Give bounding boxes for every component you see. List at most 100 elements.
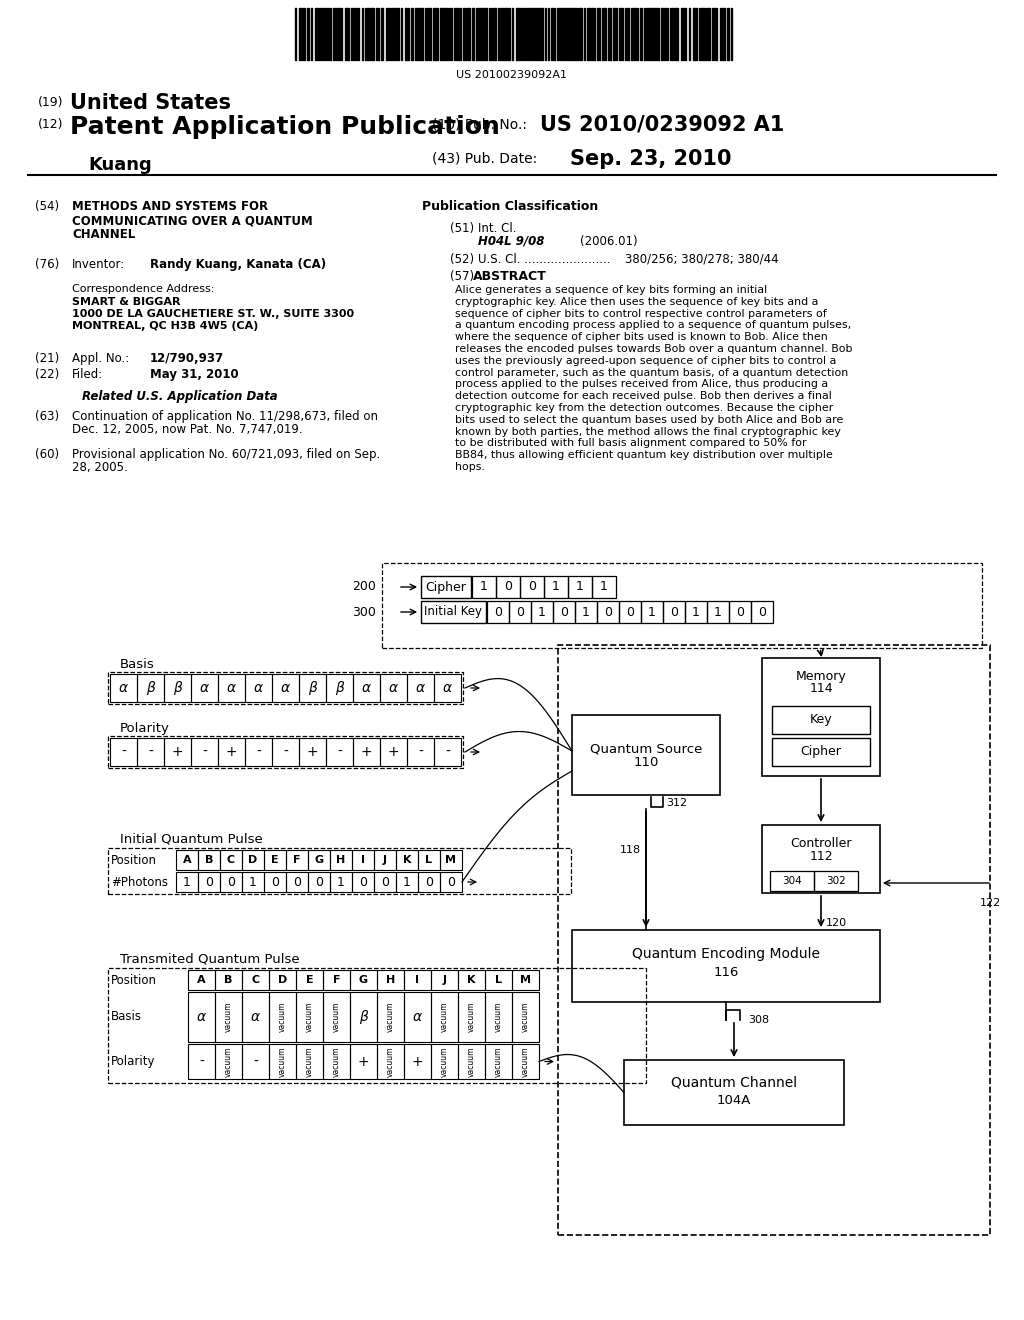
Text: B: B [205,855,213,865]
Text: 0: 0 [560,606,568,619]
Text: Provisional application No. 60/721,093, filed on Sep.: Provisional application No. 60/721,093, … [72,447,380,461]
Text: Related U.S. Application Data: Related U.S. Application Data [82,389,278,403]
Bar [176,850,198,870]
Bar [108,847,571,894]
Bar [352,850,374,870]
Bar [296,993,323,1041]
Text: vacuum: vacuum [386,1002,395,1032]
Text: 300: 300 [352,606,376,619]
Text: Position: Position [111,974,157,986]
Text: α: α [254,681,263,696]
Text: +: + [306,744,318,759]
Text: -: - [283,744,288,759]
Bar [108,672,463,704]
Bar [458,993,485,1041]
Text: 28, 2005.: 28, 2005. [72,461,128,474]
Bar [220,850,242,870]
Bar [520,576,544,598]
Text: -: - [253,1055,258,1068]
Text: Int. Cl.: Int. Cl. [478,222,516,235]
Text: 302: 302 [826,876,846,886]
Bar [762,657,880,776]
Bar [487,601,509,623]
Bar [431,1044,458,1078]
Bar [272,738,299,766]
Text: 0: 0 [425,875,433,888]
Text: 116: 116 [714,965,738,978]
Bar [407,738,434,766]
Text: uses the previously agreed-upon sequence of cipher bits to control a: uses the previously agreed-upon sequence… [455,356,837,366]
Text: METHODS AND SYSTEMS FOR: METHODS AND SYSTEMS FOR [72,201,268,213]
Bar [396,873,418,892]
Text: Correspondence Address:: Correspondence Address: [72,284,214,294]
Text: United States: United States [70,92,231,114]
Text: sequence of cipher bits to control respective control parameters of: sequence of cipher bits to control respe… [455,309,826,318]
Text: 0: 0 [736,606,744,619]
Bar [382,564,982,648]
Bar [245,675,272,702]
Text: vacuum: vacuum [224,1002,233,1032]
Bar [396,850,418,870]
Bar [137,738,164,766]
Bar [374,873,396,892]
Text: a quantum encoding process applied to a sequence of quantum pulses,: a quantum encoding process applied to a … [455,321,851,330]
Text: β: β [146,681,155,696]
Bar [685,601,707,623]
Text: vacuum: vacuum [386,1047,395,1077]
Text: -: - [199,1055,204,1068]
Text: 0: 0 [381,875,389,888]
Text: vacuum: vacuum [332,1002,341,1032]
Bar [218,675,245,702]
Text: 0: 0 [315,875,323,888]
Bar [374,850,396,870]
Text: (22): (22) [35,368,59,381]
Bar [663,601,685,623]
Text: vacuum: vacuum [494,1047,503,1077]
Text: Quantum Encoding Module: Quantum Encoding Module [632,946,820,961]
Text: α: α [200,681,209,696]
Text: #Photons: #Photons [111,875,168,888]
Text: α: α [361,681,371,696]
Text: vacuum: vacuum [440,1047,449,1077]
Text: I: I [361,855,365,865]
Text: (57): (57) [450,271,474,282]
Text: vacuum: vacuum [521,1002,530,1032]
Bar [512,993,539,1041]
Bar [568,576,592,598]
Text: 0: 0 [626,606,634,619]
Bar [762,825,880,894]
Bar [269,993,296,1041]
Bar [323,970,350,990]
Bar [164,738,191,766]
Bar [434,675,461,702]
Bar [407,675,434,702]
Text: BB84, thus allowing efficient quantum key distribution over multiple: BB84, thus allowing efficient quantum ke… [455,450,833,461]
Text: Quantum Source: Quantum Source [590,742,702,755]
Bar [772,738,870,766]
Bar [191,675,218,702]
Text: (12): (12) [38,117,63,131]
Text: J: J [442,975,446,985]
Text: Continuation of application No. 11/298,673, filed on: Continuation of application No. 11/298,6… [72,411,378,422]
Bar [188,1044,215,1078]
Bar [269,1044,296,1078]
Bar [218,738,245,766]
Text: -: - [418,744,423,759]
Bar [404,970,431,990]
Text: (2006.01): (2006.01) [580,235,638,248]
Bar [220,873,242,892]
Text: H: H [386,975,395,985]
Text: Kuang: Kuang [88,156,152,174]
Bar [330,850,352,870]
Text: 120: 120 [826,917,847,928]
Text: +: + [357,1055,370,1068]
Text: L: L [495,975,502,985]
Text: 0: 0 [447,875,455,888]
Bar [242,993,269,1041]
Text: vacuum: vacuum [467,1047,476,1077]
Text: F: F [333,975,340,985]
Text: C: C [227,855,236,865]
Text: 1: 1 [249,875,257,888]
Text: α: α [197,1010,206,1024]
Text: Initial Quantum Pulse: Initial Quantum Pulse [120,832,263,845]
